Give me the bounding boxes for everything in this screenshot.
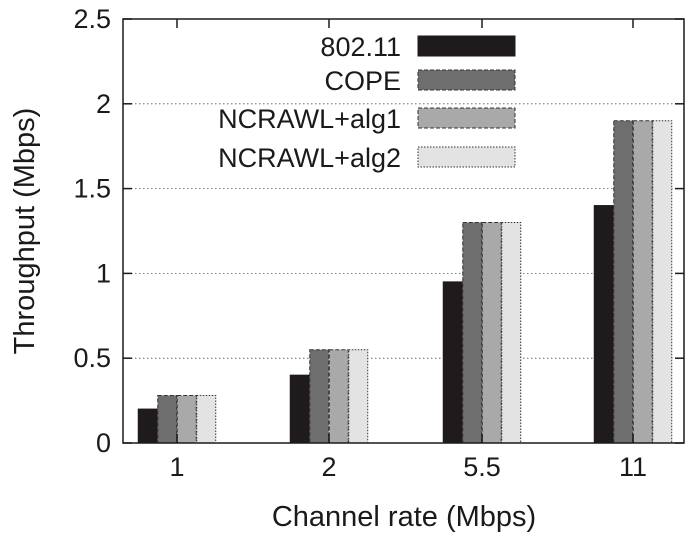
bar-802-11-1 [137, 408, 158, 444]
gridlines [123, 103, 684, 359]
legend-label: COPE [324, 66, 401, 96]
bar-ncrawl-alg1-1 [176, 395, 197, 444]
y-tick-label: 0 [96, 428, 111, 458]
x-tick-label: 2 [321, 452, 336, 482]
y-axis-title: Throughput (Mbps) [9, 108, 41, 355]
bar-ncrawl-alg1-2 [328, 349, 349, 444]
legend: 802.11 COPE NCRAWL+alg1 NCRAWL+alg2 [218, 32, 516, 173]
y-tick-label: 1.5 [73, 174, 111, 204]
bar-ncrawl-alg2-2 [348, 349, 369, 444]
legend-label: 802.11 [320, 32, 401, 62]
x-tick-label: 1 [169, 452, 184, 482]
legend-swatch-802-11 [417, 35, 516, 57]
x-axis-ticks: 1 2 5.5 11 [169, 19, 647, 482]
bar-802-11-11 [593, 205, 614, 444]
bar-cope-2 [309, 349, 330, 444]
bar-cope-5.5 [462, 222, 483, 444]
bars [137, 120, 673, 444]
bar-cope-11 [613, 120, 634, 444]
bar-802-11-5.5 [442, 281, 463, 444]
y-tick-label: 2.5 [73, 4, 111, 34]
bar-ncrawl-alg2-1 [196, 395, 217, 444]
bar-ncrawl-alg1-5.5 [481, 222, 502, 444]
legend-swatch-ncrawl-alg2 [417, 146, 516, 168]
bar-ncrawl-alg2-11 [652, 120, 673, 444]
y-axis-ticks: 0 0.5 1 1.5 2 2.5 [73, 4, 684, 458]
y-tick-label: 0.5 [73, 343, 111, 373]
x-tick-label: 5.5 [463, 452, 501, 482]
legend-label: NCRAWL+alg2 [218, 143, 401, 173]
bar-ncrawl-alg2-5.5 [501, 222, 522, 444]
bar-ncrawl-alg1-11 [632, 120, 653, 444]
bar-cope-1 [157, 395, 178, 444]
plot-frame [122, 18, 685, 444]
x-tick-label: 11 [619, 452, 647, 482]
legend-swatch-ncrawl-alg1 [417, 107, 516, 129]
x-axis-title: Channel rate (Mbps) [272, 501, 536, 533]
bar-802-11-2 [289, 374, 310, 444]
legend-label: NCRAWL+alg1 [218, 104, 401, 134]
y-tick-label: 2 [96, 89, 111, 119]
y-tick-label: 1 [96, 258, 111, 288]
legend-swatch-cope [417, 69, 516, 91]
